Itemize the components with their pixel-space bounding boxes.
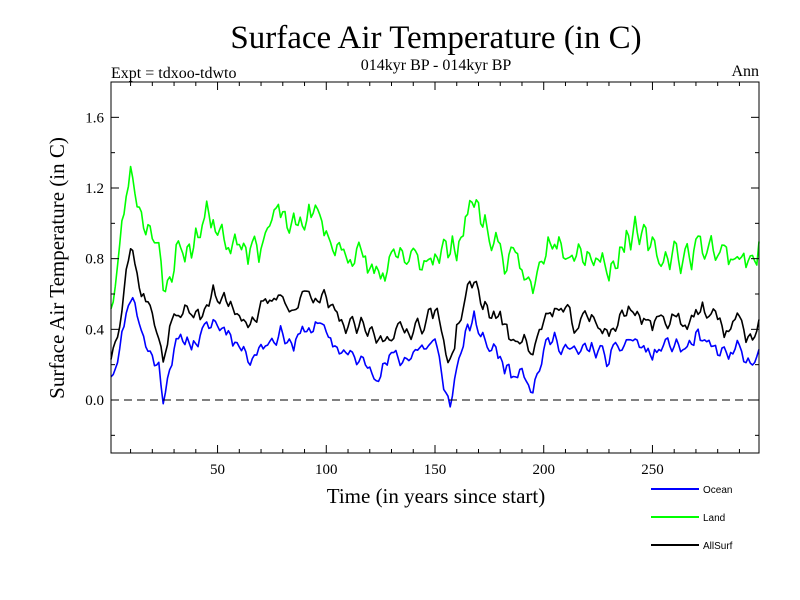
legend-label-ocean: Ocean xyxy=(703,485,732,496)
series-line-allsurf xyxy=(110,248,760,364)
series-line-land xyxy=(110,165,760,310)
x-axis-label: Time (in years since start) xyxy=(327,484,546,508)
axis-ticks: 50 100 150 200 250 0.0 0.4 0.8 1.2 1.6 xyxy=(85,82,759,478)
chart-title: Surface Air Temperature (in C) xyxy=(230,20,641,56)
x-tick-label: 200 xyxy=(532,462,555,478)
period-label: Ann xyxy=(731,63,759,80)
experiment-label: Expt = tdxoo-tdwto xyxy=(111,65,236,82)
legend-label-land: Land xyxy=(703,513,725,524)
legend-label-allsurf: AllSurf xyxy=(703,541,733,552)
x-tick-label: 50 xyxy=(210,462,225,478)
y-tick-label: 0.0 xyxy=(85,393,104,409)
y-tick-label: 0.4 xyxy=(85,322,104,338)
chart-subtitle: 014kyr BP - 014kyr BP xyxy=(361,57,512,74)
y-tick-label: 1.6 xyxy=(85,110,104,126)
legend: Ocean Land AllSurf xyxy=(651,485,733,552)
plot-frame xyxy=(110,81,760,454)
x-tick-label: 100 xyxy=(315,462,338,478)
y-tick-label: 0.8 xyxy=(85,252,104,268)
x-tick-label: 250 xyxy=(641,462,664,478)
y-tick-label: 1.2 xyxy=(85,181,104,197)
plot-lines xyxy=(110,165,760,408)
series-line-ocean xyxy=(110,296,760,408)
x-tick-label: 150 xyxy=(424,462,447,478)
y-axis-label: Surface Air Temperature (in C) xyxy=(45,137,69,399)
